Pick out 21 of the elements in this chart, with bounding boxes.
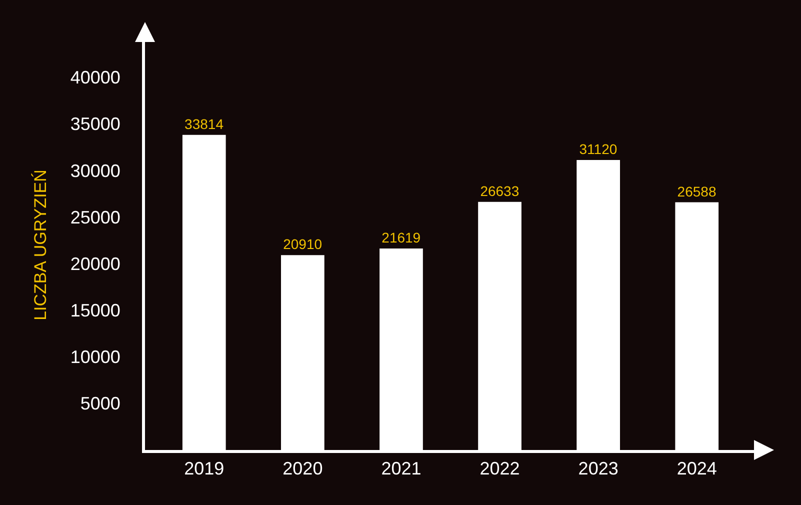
data-label: 26633 [480, 182, 520, 199]
x-tick-label: 2019 [184, 458, 224, 479]
y-tick-label: 15000 [70, 300, 120, 321]
y-tick-label: 5000 [80, 394, 120, 414]
data-label: 20910 [283, 236, 322, 252]
x-tick-label: 2023 [578, 458, 618, 479]
y-tick-label: 25000 [70, 207, 120, 228]
y-tick-label: 40000 [70, 68, 120, 88]
data-label: 21619 [382, 230, 421, 246]
data-label: 31120 [579, 141, 618, 158]
x-tick-label: 2024 [676, 458, 717, 479]
x-tick-label: 2020 [282, 458, 323, 479]
y-axis-title: LICZBA UGRYZIEŃ [30, 170, 50, 320]
data-label: 26588 [677, 183, 716, 200]
data-label: 33814 [184, 116, 224, 132]
y-tick-label: 20000 [70, 254, 120, 274]
y-tick-label: 35000 [70, 114, 120, 134]
x-tick-label: 2021 [381, 458, 422, 479]
x-tick-label: 2022 [480, 458, 520, 479]
y-tick-label: 30000 [70, 160, 120, 181]
y-tick-label: 10000 [70, 347, 120, 368]
